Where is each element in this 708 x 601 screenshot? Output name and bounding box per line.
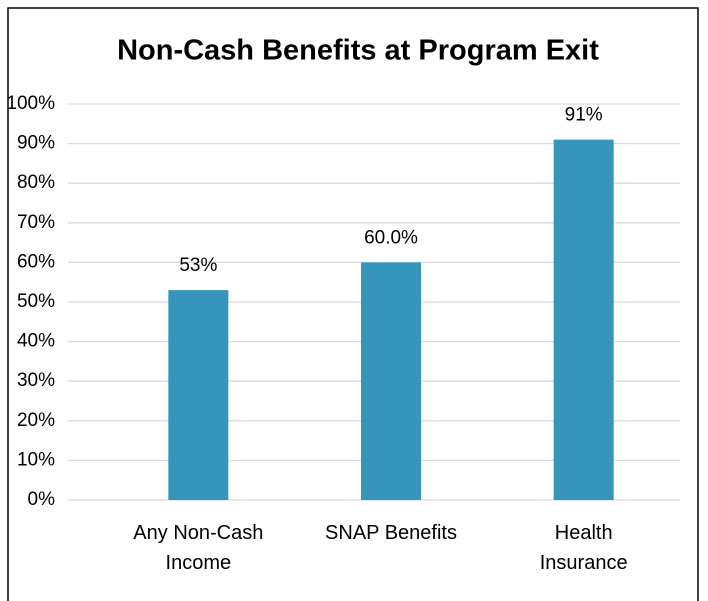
y-tick-label: 20% — [17, 410, 55, 431]
y-tick-label: 30% — [17, 370, 55, 391]
y-tick-label: 10% — [17, 449, 55, 470]
x-tick-label: Any Non-Cash Income — [133, 522, 264, 574]
data-label: 91% — [565, 105, 603, 126]
data-label: 53% — [179, 255, 217, 276]
bar — [553, 139, 614, 500]
y-tick-label: 80% — [17, 172, 55, 193]
y-tick-label: 0% — [28, 489, 56, 510]
y-tick-label: 50% — [17, 291, 55, 312]
y-tick-label: 40% — [17, 331, 55, 352]
y-tick-label: 60% — [17, 251, 55, 272]
y-tick-label: 100% — [6, 93, 55, 114]
x-tick-label: Health Insurance — [539, 522, 628, 574]
data-label: 60.0% — [364, 227, 418, 248]
bar — [361, 262, 421, 500]
chart-title: Non-Cash Benefits at Program Exit — [117, 35, 599, 67]
bar — [168, 290, 229, 500]
y-tick-label: 70% — [17, 212, 55, 233]
x-tick-label: SNAP Benefits — [325, 522, 457, 544]
y-tick-label: 90% — [17, 133, 55, 154]
